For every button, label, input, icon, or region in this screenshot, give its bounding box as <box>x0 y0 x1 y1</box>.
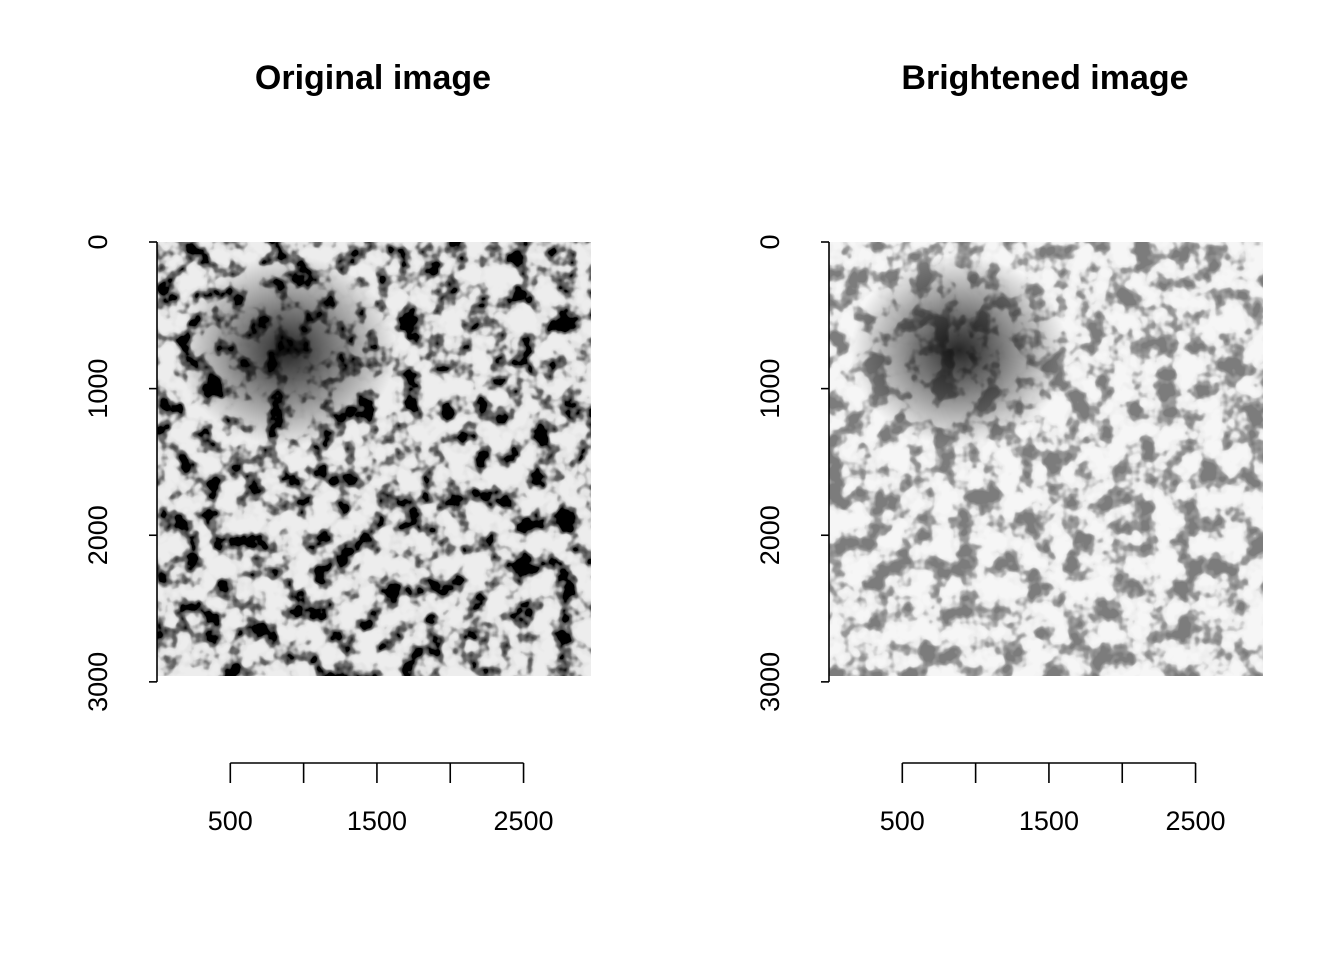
y-tick-label: 1000 <box>755 359 785 419</box>
x-tick-label: 500 <box>880 806 925 836</box>
x-tick-label: 1500 <box>1019 806 1079 836</box>
chart-title: Original image <box>255 59 491 97</box>
y-tick-label: 3000 <box>83 652 113 712</box>
x-tick-label: 1500 <box>347 806 407 836</box>
y-tick-label: 3000 <box>755 652 785 712</box>
chart-title: Brightened image <box>901 59 1188 97</box>
y-tick-label: 2000 <box>83 505 113 565</box>
y-tick-label: 0 <box>83 234 113 249</box>
x-tick-label: 500 <box>208 806 253 836</box>
x-tick-label: 2500 <box>1166 806 1226 836</box>
y-tick-label: 2000 <box>755 505 785 565</box>
y-tick-label: 0 <box>755 234 785 249</box>
y-tick-label: 1000 <box>83 359 113 419</box>
x-tick-label: 2500 <box>494 806 554 836</box>
image-shade <box>178 255 396 446</box>
image-shade <box>850 255 1068 446</box>
